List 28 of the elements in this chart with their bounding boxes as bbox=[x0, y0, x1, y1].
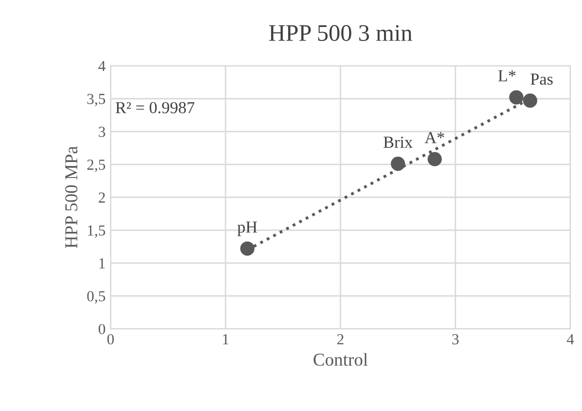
y-tick-label: 0,5 bbox=[87, 291, 106, 304]
x-tick-label: 1 bbox=[223, 334, 228, 344]
y-tick-label: 1,5 bbox=[88, 225, 106, 238]
x-axis-title: Control bbox=[314, 353, 368, 366]
x-tick-label: 3 bbox=[452, 334, 459, 344]
x-tick-label: 0 bbox=[107, 334, 114, 344]
x-tick-label: 4 bbox=[566, 334, 574, 344]
annotation: R² = 0.9987 bbox=[116, 102, 194, 114]
point bbox=[240, 241, 254, 256]
annotation: Brix bbox=[384, 136, 413, 148]
y-tick-label: 2,5 bbox=[87, 160, 106, 172]
y-tick-label: 0 bbox=[98, 324, 106, 334]
point bbox=[509, 90, 524, 104]
y-axis-title: HPP 500 MPa bbox=[65, 146, 78, 248]
y-tick-label: 2 bbox=[98, 192, 105, 203]
annotation: L* bbox=[498, 70, 516, 82]
point bbox=[428, 152, 442, 166]
annotation: pH bbox=[237, 222, 258, 236]
chart-title: HPP 500 3 min bbox=[269, 25, 412, 41]
y-tick-label: 3 bbox=[98, 126, 106, 137]
x-tick-label: 2 bbox=[337, 334, 344, 344]
annotation: A* bbox=[424, 132, 444, 144]
point bbox=[390, 156, 406, 171]
y-tick-label: 1 bbox=[99, 258, 105, 268]
point bbox=[523, 93, 538, 108]
y-tick-label: 3,5 bbox=[87, 94, 106, 106]
annotation: Pas bbox=[530, 74, 553, 85]
y-tick-label: 4 bbox=[98, 61, 106, 72]
